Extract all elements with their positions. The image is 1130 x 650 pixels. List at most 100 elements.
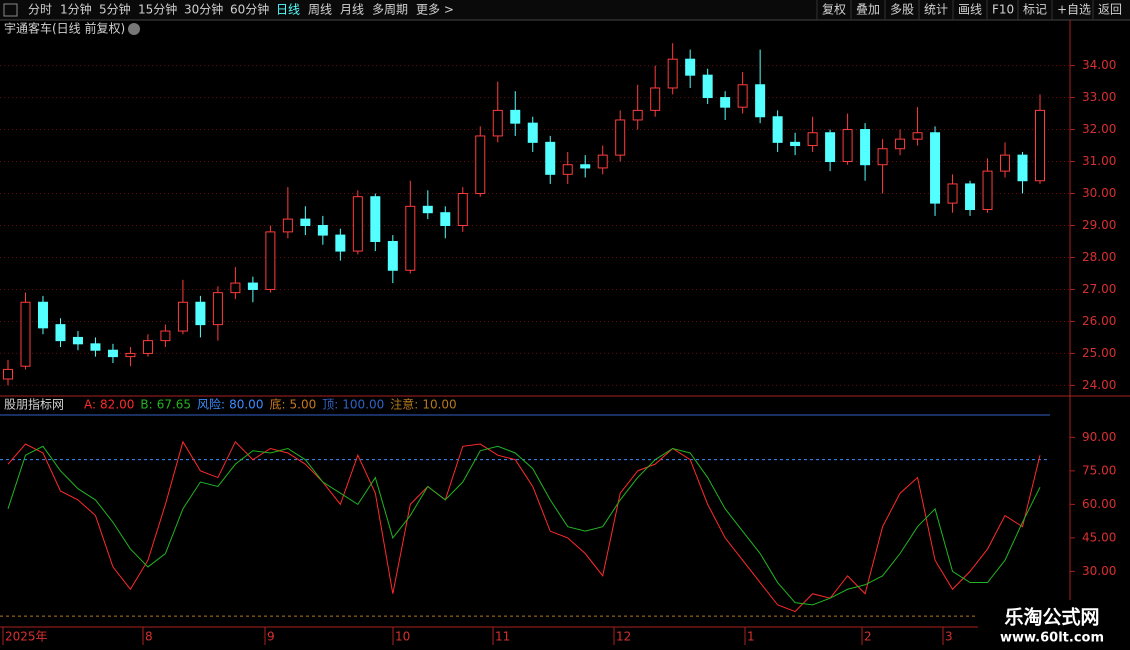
toolbar-tab[interactable]: 月线 bbox=[340, 3, 364, 17]
x-tick-label: 9 bbox=[267, 630, 275, 644]
candle-body bbox=[247, 282, 258, 290]
toolbar-tab[interactable]: 分时 bbox=[28, 3, 52, 17]
watermark-title: 乐淘公式网 bbox=[1004, 606, 1099, 629]
candle-body bbox=[1017, 154, 1028, 182]
toolbar-tab[interactable]: 日线 bbox=[276, 3, 300, 17]
toolbar-button[interactable]: 统计 bbox=[924, 3, 948, 17]
toolbar-button[interactable]: 多股 bbox=[890, 3, 914, 17]
candle-body bbox=[562, 164, 573, 175]
y-tick-label: 45.00 bbox=[1082, 530, 1116, 544]
legend-value: 67.65 bbox=[157, 398, 191, 412]
candle-body bbox=[737, 84, 748, 108]
toolbar-tab[interactable]: 15分钟 bbox=[138, 2, 177, 17]
x-tick-label: 3 bbox=[945, 630, 953, 644]
candle-body bbox=[370, 196, 381, 242]
toolbar-button[interactable]: F10 bbox=[992, 3, 1014, 17]
toolbar-button[interactable]: 标记 bbox=[1023, 3, 1047, 17]
candle-body bbox=[720, 97, 731, 108]
candle-body bbox=[55, 324, 66, 342]
y-tick-label: 27.00 bbox=[1082, 282, 1116, 296]
toolbar-tab[interactable]: 周线 bbox=[308, 3, 332, 17]
candle-body bbox=[317, 224, 328, 236]
y-tick-label: 75.00 bbox=[1082, 463, 1116, 477]
legend-value: 5.00 bbox=[290, 398, 317, 412]
toolbar-button[interactable]: 叠加 bbox=[856, 3, 880, 17]
y-tick-label: 30.00 bbox=[1082, 564, 1116, 578]
candle-body bbox=[807, 132, 818, 147]
x-tick-label: 1 bbox=[747, 630, 755, 644]
candle-body bbox=[107, 349, 118, 358]
x-tick-label: 2025年 bbox=[5, 630, 48, 644]
candle-body bbox=[772, 116, 783, 143]
watermark-url: www.60lt.com bbox=[1000, 631, 1104, 646]
y-tick-label: 90.00 bbox=[1082, 430, 1116, 444]
toolbar-button[interactable]: 画线 bbox=[958, 3, 982, 17]
candle-body bbox=[3, 368, 13, 380]
candle-body bbox=[545, 141, 556, 175]
candle-body bbox=[580, 164, 591, 169]
candle-body bbox=[492, 109, 503, 137]
toolbar-button[interactable]: 复权 bbox=[822, 3, 846, 17]
toolbar-tab[interactable]: 60分钟 bbox=[230, 2, 269, 17]
candle-body bbox=[230, 282, 241, 294]
candle-body bbox=[685, 58, 696, 76]
legend-name: 底: bbox=[269, 397, 285, 412]
candle-body bbox=[265, 231, 276, 290]
y-tick-label: 33.00 bbox=[1082, 90, 1116, 104]
candle-body bbox=[632, 109, 643, 121]
candle-body bbox=[475, 135, 486, 195]
legend-name: 顶: bbox=[322, 398, 338, 412]
y-tick-label: 34.00 bbox=[1082, 58, 1116, 72]
toolbar-tab[interactable]: 30分钟 bbox=[184, 2, 223, 17]
candle-body bbox=[282, 218, 293, 233]
y-tick-label: 29.00 bbox=[1082, 218, 1116, 232]
toolbar-button[interactable]: 返回 bbox=[1098, 3, 1122, 17]
candle-body bbox=[72, 336, 83, 345]
y-tick-label: 31.00 bbox=[1082, 154, 1116, 168]
watermark-bg bbox=[978, 600, 1130, 650]
toolbar-button[interactable]: +自选 bbox=[1057, 3, 1091, 17]
candle-body bbox=[755, 84, 766, 118]
toolbar-bg bbox=[0, 0, 1130, 20]
candle-body bbox=[422, 205, 433, 214]
candle-body bbox=[90, 343, 101, 351]
legend-name: 注意: bbox=[390, 397, 418, 412]
x-tick-label: 10 bbox=[395, 630, 410, 644]
candle-body bbox=[20, 301, 31, 367]
menu-icon[interactable] bbox=[3, 3, 18, 17]
legend-value: 82.00 bbox=[100, 398, 134, 412]
toolbar-tab[interactable]: 多周期 bbox=[372, 3, 408, 17]
toolbar-tab[interactable]: 5分钟 bbox=[99, 2, 131, 17]
x-tick-label: 12 bbox=[616, 630, 631, 644]
x-tick-label: 2 bbox=[864, 630, 872, 644]
toolbar-tab[interactable]: 更多 > bbox=[416, 3, 454, 17]
toolbar-tab[interactable]: 1分钟 bbox=[60, 2, 92, 17]
candle-body bbox=[825, 132, 836, 163]
candle-body bbox=[335, 234, 346, 252]
candle-body bbox=[300, 218, 311, 226]
y-tick-label: 25.00 bbox=[1082, 346, 1116, 360]
y-tick-label: 24.00 bbox=[1082, 378, 1116, 392]
candle-body bbox=[142, 340, 153, 354]
candle-body bbox=[405, 205, 416, 271]
candle-body bbox=[37, 301, 48, 329]
candle-body bbox=[947, 183, 958, 204]
indicator-line bbox=[7, 445, 1041, 606]
candle-body bbox=[195, 301, 206, 326]
candle-body bbox=[597, 154, 608, 169]
candle-body bbox=[457, 193, 468, 226]
candle-body bbox=[387, 240, 398, 271]
candle-body bbox=[615, 119, 626, 156]
candle-body bbox=[702, 74, 713, 99]
candle-body bbox=[527, 122, 538, 143]
stock-title: 宇通客车(日线 前复权) bbox=[4, 21, 125, 36]
dropdown-icon[interactable] bbox=[128, 23, 140, 35]
candle-body bbox=[510, 109, 521, 124]
legend-value: 100.00 bbox=[342, 398, 384, 412]
y-tick-label: 26.00 bbox=[1082, 314, 1116, 328]
candle-body bbox=[877, 148, 888, 166]
legend-value: 10.00 bbox=[422, 398, 456, 412]
candle-body bbox=[667, 58, 678, 89]
